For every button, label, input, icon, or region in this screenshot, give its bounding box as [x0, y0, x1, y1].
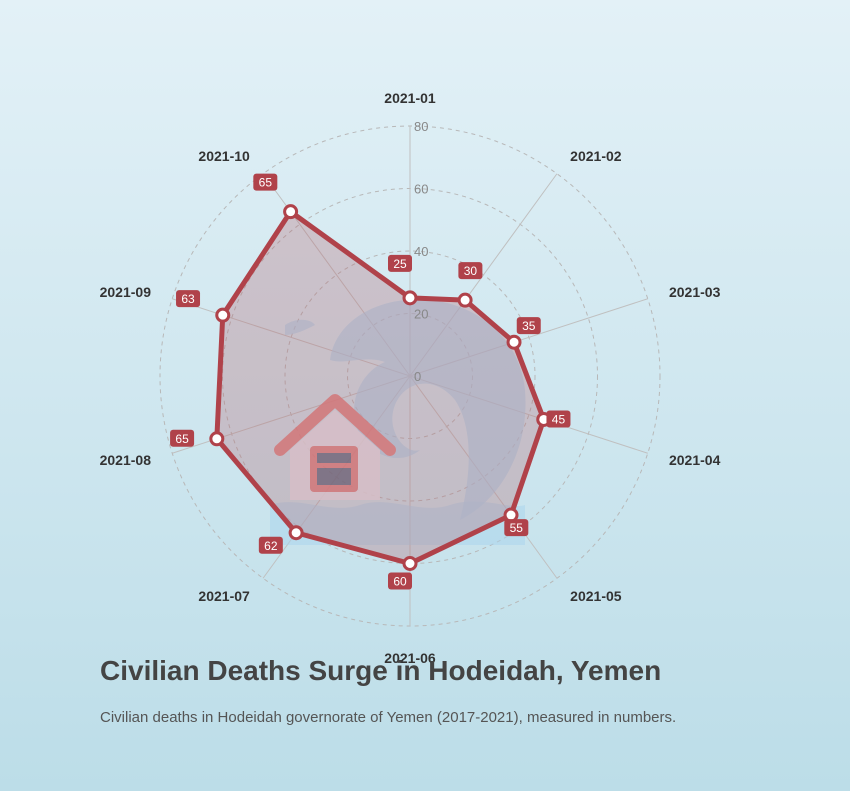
data-label-badge — [458, 262, 483, 280]
category-label: 2021-08 — [100, 452, 152, 468]
data-label-text: 65 — [175, 432, 189, 446]
data-point — [283, 204, 299, 220]
data-label-badge — [546, 410, 571, 428]
data-label: 55 — [504, 519, 529, 537]
wave-flood-icon — [270, 299, 526, 545]
radial-tick-label: 80 — [414, 119, 428, 134]
category-label: 2021-01 — [384, 90, 436, 106]
data-label-text: 55 — [510, 521, 524, 535]
data-label-text: 62 — [264, 539, 278, 553]
chart-subtitle: Civilian deaths in Hodeidah governorate … — [100, 709, 677, 726]
data-point — [288, 525, 304, 541]
data-label-badge — [258, 536, 283, 554]
category-label: 2021-03 — [669, 284, 721, 300]
data-label-text: 63 — [181, 292, 195, 306]
data-label: 35 — [516, 317, 541, 335]
data-label-badge — [176, 290, 201, 308]
background-illustration — [270, 299, 526, 545]
radial-tick-label: 20 — [414, 307, 428, 322]
data-label: 65 — [253, 173, 278, 191]
chart-labels: 0 20 40 60 80 2021-01 2021-02 2021-03 2021-04 202… — [100, 90, 721, 666]
data-label: 60 — [388, 572, 412, 590]
data-label-text: 35 — [522, 319, 536, 333]
data-point — [215, 307, 231, 323]
data-point — [402, 290, 418, 306]
category-label: 2021-05 — [570, 588, 622, 604]
data-point — [209, 431, 225, 447]
data-label: 45 — [546, 410, 571, 428]
category-label: 2021-04 — [669, 452, 721, 468]
category-label: 2021-06 — [384, 650, 436, 666]
series-polygon — [214, 209, 547, 566]
axis-spoke — [172, 298, 411, 377]
data-label-badge — [504, 519, 529, 537]
grid-ring — [284, 250, 536, 502]
data-point — [457, 292, 473, 308]
data-label-text: 45 — [552, 412, 566, 426]
house-icon — [274, 394, 396, 500]
chart-title: Civilian Deaths Surge in Hodeidah, Yemen — [100, 655, 662, 686]
data-point — [506, 334, 522, 350]
category-label: 2021-10 — [198, 148, 250, 164]
data-label-badge — [388, 254, 412, 272]
radial-tick-label: 60 — [414, 182, 428, 197]
data-label-text: 60 — [393, 575, 407, 589]
data-label-badge — [516, 317, 541, 335]
series-area — [209, 204, 552, 571]
data-label: 62 — [258, 536, 283, 554]
data-label-text: 30 — [464, 264, 478, 278]
data-label: 30 — [458, 262, 483, 280]
category-label: 2021-07 — [198, 588, 250, 604]
data-label-badge — [170, 429, 195, 447]
category-label: 2021-09 — [100, 284, 152, 300]
data-label: 25 — [388, 254, 412, 272]
data-point — [402, 556, 418, 571]
data-label-text: 65 — [259, 176, 273, 190]
data-label-badge — [253, 173, 278, 191]
data-label: 63 — [176, 290, 201, 308]
radial-tick-label: 40 — [414, 244, 428, 259]
data-label: 65 — [170, 429, 195, 447]
category-label: 2021-02 — [570, 148, 622, 164]
data-label-text: 25 — [393, 257, 407, 271]
radial-tick-label: 0 — [414, 369, 421, 384]
data-label-badge — [388, 572, 412, 590]
